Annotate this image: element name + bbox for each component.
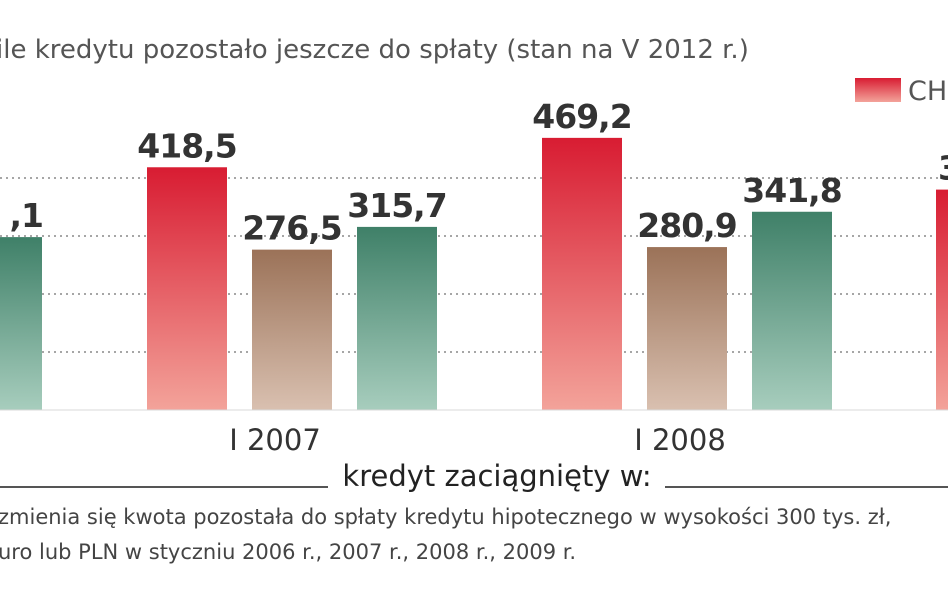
bar-brown-2007 [252,249,332,410]
bars [0,137,948,410]
value-label-green-2007: 315,7 [347,186,446,225]
bar-red-2007 [147,167,227,410]
x-axis-label: kredyt zaciągnięty w: [342,459,651,493]
legend-label-ch: CH [908,76,947,107]
value-label-red-2008: 469,2 [532,97,631,136]
category-label-2008: I 2008 [634,423,726,457]
bar-green-2007 [357,226,437,410]
category-label-2007: I 2007 [229,423,321,457]
bar-green-2008 [752,211,832,410]
bar-red-partial-right [936,189,948,410]
bar-red-2008 [542,137,622,410]
caption-line-2: uro lub PLN w styczniu 2006 r., 2007 r.,… [0,540,576,564]
chart-subtitle: ile kredytu pozostało jeszcze do spłaty … [0,35,749,65]
value-label-brown-2007: 276,5 [242,209,341,248]
value-label-partial-left: ,1 [10,196,44,235]
bar-green-partial-left [0,237,42,410]
caption-line-1: zmienia się kwota pozostała do spłaty kr… [0,505,891,529]
gridlines [0,177,948,353]
legend: CH [855,76,947,107]
value-label-partial-right: 3 [938,149,948,188]
value-label-green-2008: 341,8 [742,171,841,210]
value-label-brown-2008: 280,9 [637,206,736,245]
legend-swatch-ch [855,78,901,102]
bar-brown-2008 [647,247,727,410]
value-label-red-2007: 418,5 [137,126,236,165]
